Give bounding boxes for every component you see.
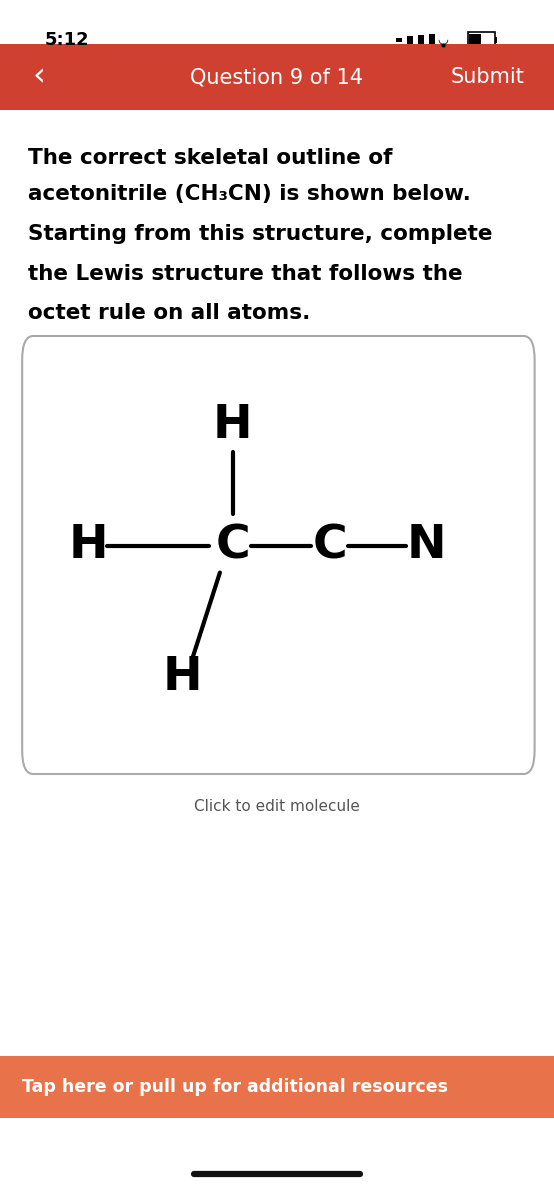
Text: H: H xyxy=(213,403,253,449)
FancyBboxPatch shape xyxy=(469,34,481,46)
FancyBboxPatch shape xyxy=(22,336,535,774)
Text: The correct skeletal outline of: The correct skeletal outline of xyxy=(28,149,392,168)
Text: Starting from this structure, complete: Starting from this structure, complete xyxy=(28,224,492,244)
Text: H: H xyxy=(69,523,109,569)
Text: Submit: Submit xyxy=(450,67,525,88)
Text: the Lewis structure that follows the: the Lewis structure that follows the xyxy=(28,264,463,283)
Text: 5:12: 5:12 xyxy=(44,31,89,49)
FancyBboxPatch shape xyxy=(0,1056,554,1118)
Text: Question 9 of 14: Question 9 of 14 xyxy=(191,67,363,88)
Text: acetonitrile (CH₃CN) is shown below.: acetonitrile (CH₃CN) is shown below. xyxy=(28,185,470,204)
Text: Click to edit molecule: Click to edit molecule xyxy=(194,799,360,814)
Text: C: C xyxy=(312,523,347,569)
Text: ◡: ◡ xyxy=(438,34,449,47)
FancyBboxPatch shape xyxy=(429,34,435,46)
Text: C: C xyxy=(216,523,250,569)
FancyBboxPatch shape xyxy=(468,31,495,48)
Text: H: H xyxy=(163,655,203,701)
Text: N: N xyxy=(407,523,447,569)
FancyBboxPatch shape xyxy=(407,36,413,43)
FancyBboxPatch shape xyxy=(495,36,497,43)
Text: octet rule on all atoms.: octet rule on all atoms. xyxy=(28,304,310,323)
FancyBboxPatch shape xyxy=(0,44,554,110)
FancyBboxPatch shape xyxy=(396,37,402,42)
Text: Tap here or pull up for additional resources: Tap here or pull up for additional resou… xyxy=(22,1078,448,1097)
Text: ‹: ‹ xyxy=(32,61,45,92)
FancyBboxPatch shape xyxy=(418,35,424,44)
